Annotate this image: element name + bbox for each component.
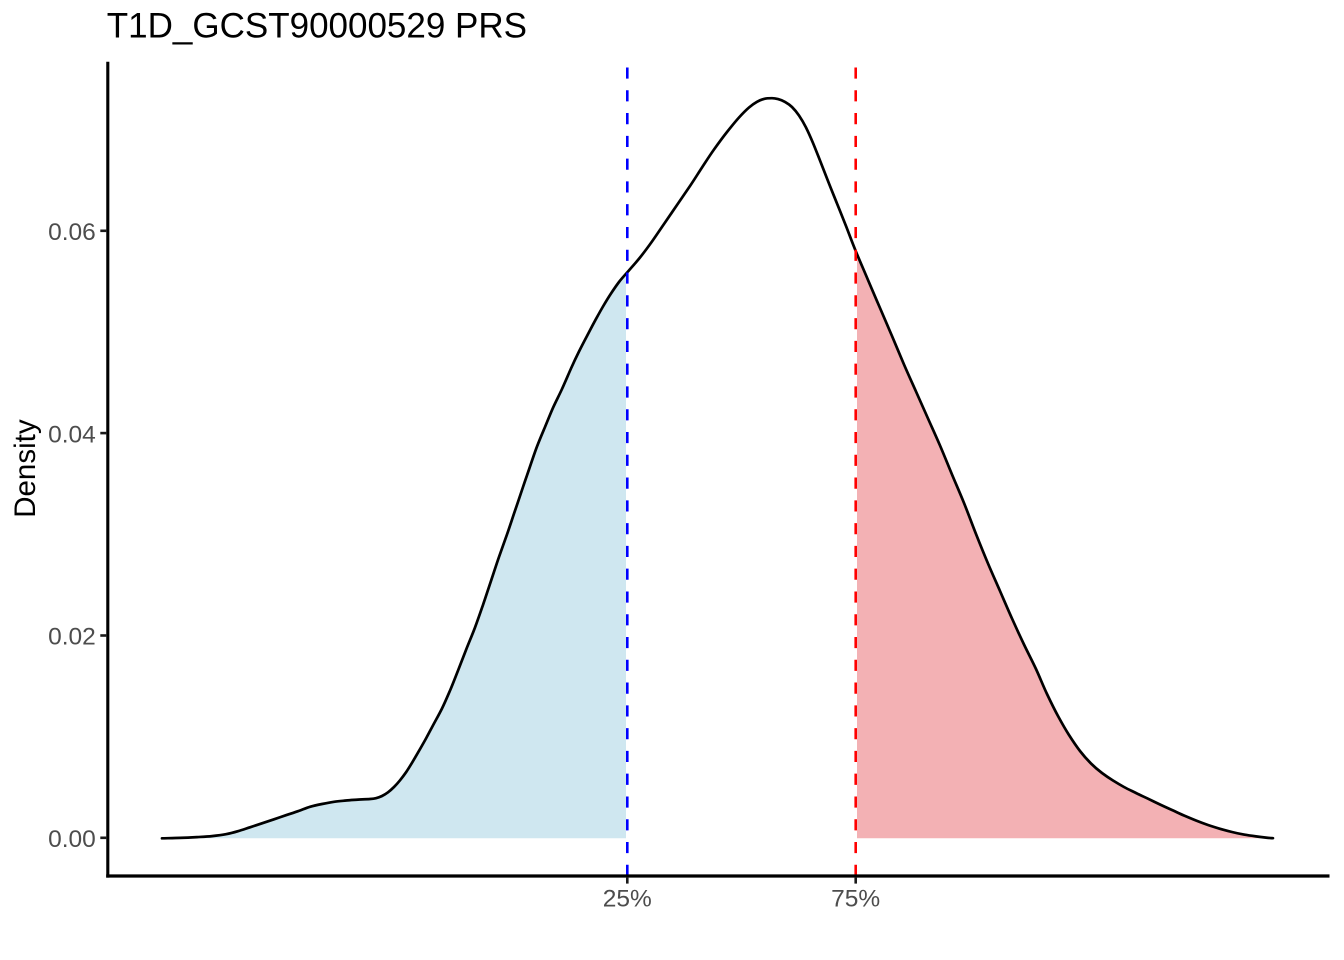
svg-text:75%: 75%	[831, 885, 880, 912]
svg-text:T1D_GCST90000529 PRS: T1D_GCST90000529 PRS	[107, 7, 527, 46]
svg-text:0.00: 0.00	[48, 826, 96, 853]
svg-text:0.06: 0.06	[48, 219, 96, 246]
svg-text:0.02: 0.02	[48, 624, 96, 651]
svg-text:0.04: 0.04	[48, 421, 96, 448]
svg-text:Density: Density	[9, 419, 42, 518]
svg-text:25%: 25%	[603, 885, 652, 912]
